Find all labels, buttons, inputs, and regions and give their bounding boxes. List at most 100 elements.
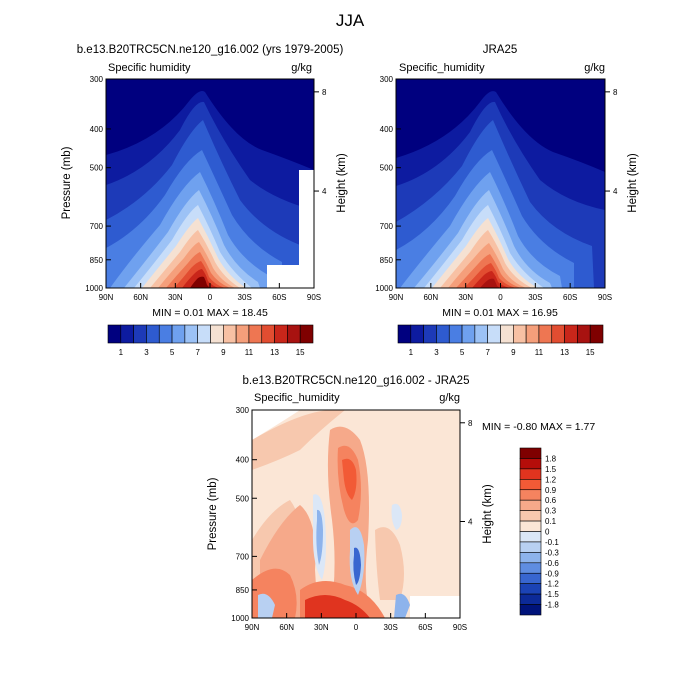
colorbar-box (519, 572, 542, 584)
colorbar-box (171, 324, 186, 344)
x-tick-label: 90N (389, 293, 404, 302)
y-tick-label: 300 (236, 406, 250, 415)
colorbar-label: 9 (511, 348, 516, 357)
colorbar-box (248, 324, 263, 344)
y-tick-label: 850 (236, 586, 250, 595)
y-tick-label: 300 (90, 75, 104, 84)
colorbar-box (261, 324, 275, 344)
right-subtitle: g/kg (439, 392, 460, 404)
colorbar-box (474, 324, 488, 344)
colorbar-box (158, 324, 173, 344)
panel-title: JRA25 (483, 44, 518, 56)
y-tick-label: 700 (236, 552, 250, 561)
left-subtitle: Specific humidity (108, 62, 191, 74)
x-tick-label: 90S (307, 293, 321, 302)
colorbar-box (519, 499, 542, 511)
colorbar-box (423, 324, 437, 344)
colorbar-box (223, 324, 237, 344)
y-tick-label: 400 (380, 125, 394, 134)
colorbar-box (519, 489, 542, 501)
colorbar-box (133, 324, 147, 344)
y-tick-label: 1000 (231, 614, 249, 623)
colorbar-label: -1.5 (545, 590, 559, 599)
field-contours (106, 79, 314, 288)
y-tick-label: 400 (236, 456, 250, 465)
colorbar-label: 15 (296, 348, 305, 357)
min-max-text: MIN = 0.01 MAX = 18.45 (152, 307, 268, 319)
height-tick-label: 8 (613, 88, 618, 97)
colorbar-label: -1.2 (545, 580, 559, 589)
panel-title: b.e13.B20TRC5CN.ne120_g16.002 (yrs 1979-… (77, 44, 344, 56)
x-tick-label: 0 (354, 623, 359, 632)
colorbar-label: 3 (434, 348, 439, 357)
min-max-text: MIN = 0.01 MAX = 16.95 (442, 307, 558, 319)
colorbar-label: 0 (545, 528, 550, 537)
height-axis-label: Height (km) (482, 484, 494, 544)
colorbar-box (274, 324, 288, 344)
panel-obs: JRA25 Specific_humidity g/kg 90N 60N 30N 0 3… (375, 44, 639, 357)
min-max-text: MIN = -0.80 MAX = 1.77 (482, 421, 595, 433)
colorbar-label: 11 (535, 348, 544, 357)
y-tick-label: 700 (90, 222, 104, 231)
x-tick-label: 0 (208, 293, 213, 302)
colorbar-label: 0.6 (545, 496, 557, 505)
right-subtitle: g/kg (584, 62, 605, 74)
x-tick-label: 30S (528, 293, 542, 302)
colorbar-box (519, 541, 542, 553)
colorbar-label: 13 (560, 348, 569, 357)
colorbar-label: 13 (270, 348, 279, 357)
x-tick-label: 30N (168, 293, 183, 302)
colorbar-label: 1 (409, 348, 414, 357)
colorbar-box (120, 324, 134, 344)
panel-difference: b.e13.B20TRC5CN.ne120_g16.002 - JRA25 Sp… (207, 375, 595, 632)
colorbar-label: -0.9 (545, 569, 559, 578)
right-subtitle: g/kg (291, 62, 312, 74)
y-tick-label: 700 (380, 222, 394, 231)
colorbar-box (519, 479, 542, 491)
x-tick-label: 60N (133, 293, 148, 302)
field-contours (252, 410, 460, 618)
colorbar-box (589, 324, 604, 344)
axes: 90N 60N 30N 0 30S 60S 90S 300 400 500 700 850 1000 8 4 (231, 406, 473, 632)
colorbar-label: 3 (144, 348, 149, 357)
colorbar-box (519, 531, 542, 543)
colorbar-box (461, 324, 476, 344)
colorbar-box (564, 324, 578, 344)
x-tick-label: 60N (423, 293, 438, 302)
colorbar-box (107, 324, 122, 344)
left-subtitle: Specific_humidity (399, 62, 485, 74)
colorbar-box (519, 468, 542, 480)
colorbar-label: -1.8 (545, 601, 559, 610)
left-subtitle: Specific_humidity (254, 392, 340, 404)
colorbar-box (577, 324, 591, 344)
colorbar-label: 0.1 (545, 517, 557, 526)
colorbar-box (287, 324, 301, 344)
y-axis-label: Pressure (mb) (207, 477, 219, 550)
panel-model: b.e13.B20TRC5CN.ne120_g16.002 (yrs 1979-… (61, 44, 348, 357)
panel-title: b.e13.B20TRC5CN.ne120_g16.002 - JRA25 (243, 375, 470, 387)
colorbar-box (519, 562, 542, 574)
colorbar-box (519, 604, 542, 616)
axes: 90N 60N 30N 0 30S 60S 90S 300 400 500 700 850 1000 8 4 (85, 75, 327, 302)
colorbar-label: 7 (485, 348, 490, 357)
axes: 90N 60N 30N 0 30S 60S 90S 300 400 500 700 850 1000 8 4 (375, 75, 618, 302)
colorbar-box (397, 324, 412, 344)
y-tick-label: 500 (380, 164, 394, 173)
colorbar-box (519, 447, 542, 459)
colorbar-box (184, 324, 198, 344)
height-tick-label: 4 (613, 187, 618, 196)
height-tick-label: 4 (322, 187, 327, 196)
x-tick-label: 90S (453, 623, 467, 632)
colorbar-label: -0.3 (545, 548, 559, 557)
height-tick-label: 4 (468, 518, 473, 527)
colorbar-box (210, 324, 224, 344)
colorbar-box (519, 510, 542, 522)
x-tick-label: 90N (99, 293, 114, 302)
colorbar-box (538, 324, 553, 344)
y-tick-label: 500 (90, 164, 104, 173)
y-tick-label: 1000 (375, 284, 393, 293)
colorbar-box (525, 324, 540, 344)
colorbar-label: 11 (245, 348, 254, 357)
x-tick-label: 60S (272, 293, 286, 302)
